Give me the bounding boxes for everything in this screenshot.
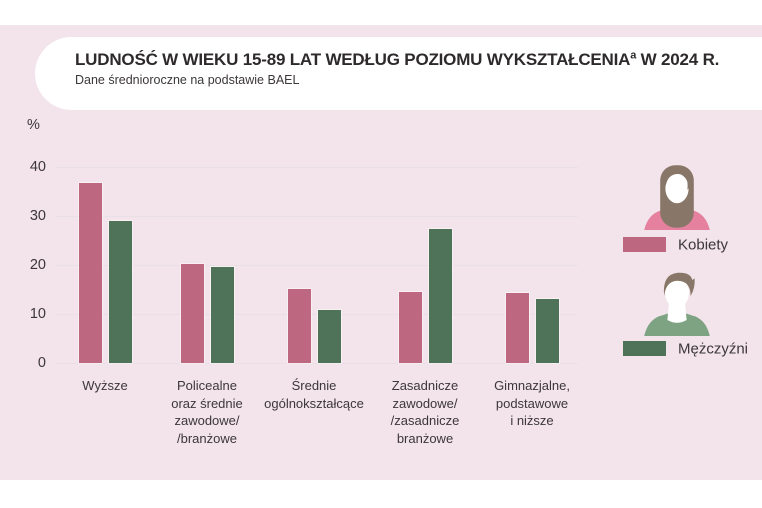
title-card: LUDNOŚĆ W WIEKU 15-89 LAT WEDŁUG POZIOMU… (35, 37, 762, 110)
bar-mężczyźni-2 (316, 309, 342, 364)
bar-mężczyźni-0 (107, 219, 133, 364)
y-tick-label: 30 (29, 208, 46, 224)
bar-mężczyźni-1 (209, 265, 235, 364)
title-footnote-marker: a (630, 49, 637, 62)
mezczyzni-label: Mężczyźni (678, 340, 749, 357)
chart-subtitle: Dane średnioroczne na podstawie BAEL (75, 73, 300, 87)
bar-mężczyźni-4 (534, 297, 560, 364)
gridline (55, 216, 578, 217)
chart-title: LUDNOŚĆ W WIEKU 15-89 LAT WEDŁUG POZIOMU… (75, 49, 720, 69)
bar-mężczyźni-3 (427, 227, 453, 364)
y-tick-label: 40 (29, 159, 46, 175)
female-avatar-icon (641, 156, 713, 232)
male-avatar-icon (641, 262, 713, 338)
x-category-label: Wyższe (82, 378, 128, 393)
gridline (55, 314, 578, 315)
bar-kobiety-2 (287, 287, 312, 364)
y-tick-label: 20 (29, 257, 46, 273)
y-tick-label: 0 (37, 355, 46, 371)
bar-kobiety-0 (78, 181, 103, 364)
gridline (55, 265, 578, 266)
x-category-label: Średnie ogólnokształcące (264, 378, 364, 411)
x-axis-line (55, 363, 578, 364)
bar-kobiety-3 (398, 290, 423, 364)
bar-kobiety-1 (180, 262, 205, 364)
y-tick-label: 10 (29, 306, 46, 322)
gridline (55, 167, 578, 168)
kobiety-label: Kobiety (678, 236, 729, 253)
x-category-label: Zasadnicze zawodowe//zasadnicze branżowe (390, 378, 460, 446)
mezczyzni-swatch (623, 341, 666, 356)
kobiety-swatch (623, 237, 666, 252)
y-axis-unit-label: % (27, 117, 40, 133)
bar-kobiety-4 (505, 292, 530, 364)
chart-background: LUDNOŚĆ W WIEKU 15-89 LAT WEDŁUG POZIOMU… (0, 25, 762, 480)
x-category-label: Policealne oraz średnie zawodowe//branżowe (171, 378, 243, 446)
x-category-label: Gimnazjalne, podstawowe i niższe (494, 378, 570, 428)
